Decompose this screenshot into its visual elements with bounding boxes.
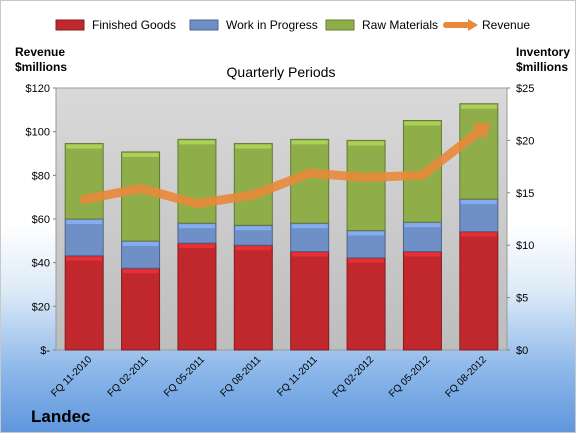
company-name: Landec (31, 407, 91, 426)
legend-label: Finished Goods (92, 18, 176, 32)
bar-highlight (178, 244, 215, 249)
right-tick-label: $5 (516, 293, 528, 305)
bar-highlight (404, 252, 441, 257)
right-tick-label: $20 (516, 135, 534, 147)
bar-highlight (291, 140, 328, 145)
left-tick-label: $120 (26, 83, 50, 95)
right-tick-label: $25 (516, 83, 534, 95)
bar-highlight (404, 121, 441, 126)
bar-highlight (235, 226, 272, 231)
legend-label: Work in Progress (226, 18, 318, 32)
bar-segment (459, 103, 499, 200)
left-axis-label-line1: Revenue (15, 45, 65, 59)
bar-segment (177, 242, 217, 351)
bar-highlight (348, 258, 385, 263)
bar-segment (459, 231, 499, 351)
legend-swatch (189, 19, 219, 31)
bar-segment (459, 198, 499, 233)
x-tick-label: FQ 11-2011 (275, 354, 320, 399)
left-tick-label: $- (40, 345, 50, 357)
bar-segment (346, 139, 386, 232)
x-tick-label: FQ 05-2011 (162, 354, 207, 399)
bar-segment (64, 255, 104, 351)
bar-segment (233, 244, 273, 351)
bar-highlight (122, 152, 159, 157)
bar-highlight (291, 252, 328, 257)
legend-arrow-revenue (468, 19, 478, 31)
right-axis: $0 $5 $10 $15 $20 $25 (507, 83, 534, 357)
bar-highlight (178, 140, 215, 145)
legend-label: Revenue (482, 18, 530, 32)
left-tick-label: $60 (32, 214, 50, 226)
bar-highlight (235, 246, 272, 251)
bar-segment (64, 143, 104, 220)
legend-label: Raw Materials (362, 18, 438, 32)
bar-highlight (348, 231, 385, 236)
bar-highlight (235, 144, 272, 149)
bar-segment (346, 257, 386, 351)
bar-segment (177, 138, 217, 224)
bars (64, 103, 499, 351)
right-tick-label: $0 (516, 345, 528, 357)
x-tick-label: FQ 05-2012 (387, 354, 433, 400)
left-axis: $- $20 $40 $60 $80 $100 $120 (26, 83, 56, 357)
x-tick-label: FQ 02-2012 (331, 354, 377, 400)
bar-highlight (404, 223, 441, 228)
right-tick-label: $10 (516, 240, 534, 252)
bar-segment (290, 250, 330, 351)
bar-highlight (66, 144, 103, 149)
revenue-line (79, 127, 484, 209)
x-tick-label: FQ 08-2011 (218, 354, 263, 399)
bar-highlight (348, 141, 385, 146)
left-tick-label: $80 (32, 170, 50, 182)
bar-segment (121, 267, 161, 351)
x-tick-label: FQ 02-2011 (106, 354, 151, 399)
legend-swatch (325, 19, 355, 31)
left-tick-label: $100 (26, 127, 50, 139)
bar-segment (233, 143, 273, 226)
x-tick-label: FQ 11-2010 (49, 354, 94, 399)
bar-highlight (66, 256, 103, 261)
bar-highlight (178, 224, 215, 229)
x-tick-label: FQ 08-2012 (443, 354, 489, 400)
bar-highlight (460, 200, 497, 205)
legend: Finished Goods Work in Progress Raw Materi… (55, 18, 530, 32)
chart-title: Quarterly Periods (227, 64, 336, 80)
left-tick-label: $40 (32, 258, 50, 270)
right-axis-label-line1: Inventory (516, 45, 570, 59)
bar-highlight (66, 220, 103, 224)
legend-swatch (55, 19, 85, 31)
right-axis-label-line2: $millions (516, 60, 568, 74)
bar-highlight (460, 104, 497, 109)
revenue-line-group (79, 123, 490, 209)
bar-highlight (291, 224, 328, 229)
right-tick-label: $15 (516, 188, 534, 200)
bar-highlight (460, 232, 497, 237)
revenue-arrowhead (472, 123, 490, 141)
x-axis: FQ 11-2010 FQ 02-2011 FQ 05-2011 FQ 08-2011… (49, 354, 489, 400)
bar-segment (402, 250, 442, 351)
left-axis-label-line2: $millions (15, 60, 67, 74)
bar-segment (64, 218, 104, 257)
bar-highlight (122, 269, 159, 274)
bar-highlight (122, 242, 159, 247)
left-tick-label: $20 (32, 301, 50, 313)
